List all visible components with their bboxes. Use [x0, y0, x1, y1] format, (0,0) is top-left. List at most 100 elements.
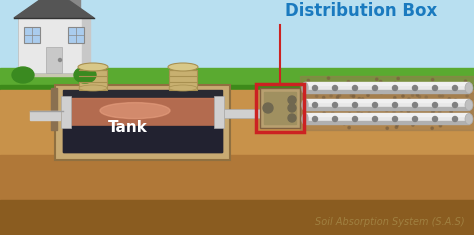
Circle shape — [374, 83, 376, 86]
Circle shape — [58, 59, 62, 62]
Ellipse shape — [74, 67, 96, 83]
Circle shape — [379, 85, 381, 87]
Circle shape — [352, 94, 355, 97]
Bar — [79, 70, 107, 90]
Bar — [46, 47, 62, 73]
Circle shape — [347, 121, 349, 124]
Ellipse shape — [465, 99, 473, 110]
Circle shape — [312, 117, 318, 121]
Circle shape — [411, 91, 413, 94]
Circle shape — [323, 83, 326, 86]
Circle shape — [358, 98, 360, 100]
Circle shape — [338, 94, 340, 96]
Circle shape — [453, 102, 457, 107]
Circle shape — [413, 83, 416, 85]
Bar — [63, 90, 222, 152]
Circle shape — [439, 125, 442, 127]
Circle shape — [418, 96, 420, 98]
Circle shape — [319, 107, 321, 110]
Circle shape — [380, 80, 382, 83]
Text: Soil Absorption System (S.A.S): Soil Absorption System (S.A.S) — [315, 217, 465, 227]
Bar — [0, 85, 474, 90]
Circle shape — [438, 95, 441, 97]
Bar — [0, 68, 474, 90]
Circle shape — [389, 88, 392, 90]
Circle shape — [392, 102, 398, 107]
Ellipse shape — [169, 85, 197, 91]
Circle shape — [441, 95, 444, 97]
Circle shape — [386, 127, 388, 129]
Circle shape — [322, 96, 325, 99]
FancyArrow shape — [30, 110, 60, 120]
Circle shape — [307, 79, 310, 82]
Bar — [20, 68, 88, 76]
Circle shape — [362, 98, 364, 100]
Circle shape — [402, 95, 404, 97]
Bar — [24, 27, 40, 43]
Circle shape — [310, 105, 313, 107]
Circle shape — [396, 124, 398, 126]
Circle shape — [346, 116, 348, 118]
Circle shape — [352, 95, 355, 98]
Circle shape — [375, 78, 378, 80]
Circle shape — [431, 118, 434, 121]
Ellipse shape — [302, 82, 308, 94]
Circle shape — [405, 103, 408, 106]
Bar — [224, 109, 264, 118]
Circle shape — [436, 103, 438, 105]
Circle shape — [412, 124, 414, 126]
Circle shape — [432, 110, 435, 112]
Circle shape — [404, 84, 407, 86]
Ellipse shape — [79, 85, 107, 91]
Bar — [70, 0, 80, 10]
Circle shape — [448, 98, 450, 100]
Circle shape — [365, 100, 367, 102]
Circle shape — [367, 94, 369, 96]
Circle shape — [310, 113, 312, 116]
Circle shape — [356, 100, 358, 103]
Circle shape — [395, 126, 398, 129]
Circle shape — [415, 114, 418, 117]
Circle shape — [407, 110, 410, 113]
Bar — [305, 90, 469, 93]
Circle shape — [376, 105, 379, 107]
Circle shape — [454, 99, 457, 101]
Circle shape — [392, 117, 398, 121]
Circle shape — [393, 97, 396, 99]
Circle shape — [373, 102, 377, 107]
Circle shape — [323, 112, 325, 114]
Circle shape — [410, 101, 413, 104]
Bar — [0, 155, 474, 200]
Ellipse shape — [78, 63, 108, 71]
Circle shape — [336, 89, 338, 91]
Circle shape — [420, 115, 422, 117]
Circle shape — [358, 117, 360, 119]
Ellipse shape — [100, 103, 170, 119]
Bar — [169, 70, 197, 90]
Circle shape — [366, 122, 368, 124]
Circle shape — [432, 102, 438, 107]
Bar — [61, 96, 71, 128]
Circle shape — [373, 117, 377, 121]
Circle shape — [412, 102, 418, 107]
Circle shape — [336, 98, 339, 100]
Bar — [68, 27, 84, 43]
Circle shape — [433, 115, 435, 118]
Bar — [300, 76, 474, 99]
Bar — [82, 18, 90, 73]
Circle shape — [304, 103, 307, 106]
Circle shape — [438, 111, 441, 113]
Circle shape — [347, 81, 350, 83]
Circle shape — [348, 126, 350, 129]
Circle shape — [453, 117, 457, 121]
Circle shape — [430, 118, 432, 120]
Ellipse shape — [168, 63, 198, 71]
Bar — [305, 82, 469, 85]
Circle shape — [343, 122, 346, 125]
Circle shape — [379, 117, 382, 120]
Circle shape — [392, 102, 394, 104]
Bar — [55, 85, 230, 160]
Circle shape — [407, 108, 410, 110]
Circle shape — [368, 112, 371, 114]
Circle shape — [431, 78, 434, 81]
